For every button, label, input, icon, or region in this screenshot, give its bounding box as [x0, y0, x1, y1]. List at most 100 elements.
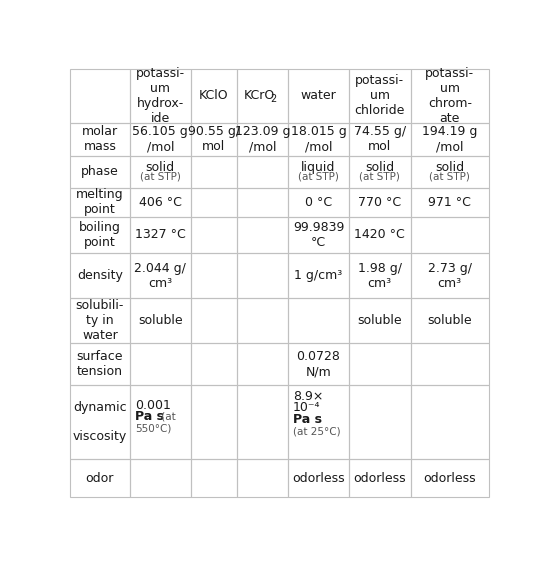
- Text: boiling
point: boiling point: [79, 221, 121, 249]
- Bar: [70, 386, 130, 459]
- Bar: [237, 298, 288, 343]
- Bar: [130, 123, 191, 156]
- Text: 550°C): 550°C): [135, 424, 171, 433]
- Text: potassi-
um
chloride: potassi- um chloride: [354, 74, 405, 117]
- Bar: [411, 188, 489, 217]
- Bar: [288, 69, 349, 123]
- Text: soluble: soluble: [138, 314, 183, 327]
- Text: solid: solid: [435, 161, 464, 174]
- Bar: [411, 298, 489, 343]
- Text: (at STP): (at STP): [359, 171, 400, 182]
- Bar: [349, 459, 411, 497]
- Bar: [349, 343, 411, 386]
- Text: 8.9×: 8.9×: [293, 389, 323, 403]
- Text: solid: solid: [365, 161, 394, 174]
- Bar: [288, 386, 349, 459]
- Text: (at STP): (at STP): [298, 171, 339, 182]
- Text: 2.044 g/
cm³: 2.044 g/ cm³: [135, 262, 186, 290]
- Text: potassi-
um
hydrox-
ide: potassi- um hydrox- ide: [136, 67, 185, 125]
- Text: soluble: soluble: [358, 314, 402, 327]
- Bar: [191, 188, 237, 217]
- Text: 18.015 g
/mol: 18.015 g /mol: [290, 125, 346, 153]
- Text: 2: 2: [270, 94, 277, 104]
- Bar: [237, 253, 288, 298]
- Text: 99.9839
°C: 99.9839 °C: [293, 221, 344, 249]
- Text: (at 25°C): (at 25°C): [293, 427, 341, 437]
- Bar: [288, 188, 349, 217]
- Bar: [288, 298, 349, 343]
- Text: 0.0728
N/m: 0.0728 N/m: [296, 350, 341, 378]
- Bar: [237, 343, 288, 386]
- Text: 1420 °C: 1420 °C: [354, 228, 405, 242]
- Bar: [130, 69, 191, 123]
- Bar: [70, 459, 130, 497]
- Bar: [70, 69, 130, 123]
- Bar: [191, 298, 237, 343]
- Bar: [191, 123, 237, 156]
- Text: 971 °C: 971 °C: [428, 196, 471, 209]
- Bar: [70, 156, 130, 188]
- Text: 1327 °C: 1327 °C: [135, 228, 186, 242]
- Bar: [70, 188, 130, 217]
- Text: 194.19 g
/mol: 194.19 g /mol: [422, 125, 477, 153]
- Text: 1 g/cm³: 1 g/cm³: [294, 269, 343, 282]
- Bar: [411, 123, 489, 156]
- Text: solid: solid: [146, 161, 175, 174]
- Text: (at STP): (at STP): [140, 171, 181, 182]
- Bar: [349, 188, 411, 217]
- Bar: [349, 253, 411, 298]
- Text: 123.09 g
/mol: 123.09 g /mol: [235, 125, 290, 153]
- Bar: [191, 69, 237, 123]
- Text: 406 °C: 406 °C: [139, 196, 182, 209]
- Bar: [411, 459, 489, 497]
- Bar: [349, 217, 411, 253]
- Bar: [237, 188, 288, 217]
- Bar: [70, 253, 130, 298]
- Bar: [191, 459, 237, 497]
- Text: potassi-
um
chrom-
ate: potassi- um chrom- ate: [425, 67, 474, 125]
- Bar: [70, 123, 130, 156]
- Bar: [237, 69, 288, 123]
- Bar: [411, 69, 489, 123]
- Text: 2.73 g/
cm³: 2.73 g/ cm³: [428, 262, 472, 290]
- Bar: [70, 343, 130, 386]
- Text: surface
tension: surface tension: [77, 350, 123, 378]
- Text: 1.98 g/
cm³: 1.98 g/ cm³: [358, 262, 402, 290]
- Bar: [288, 253, 349, 298]
- Bar: [349, 386, 411, 459]
- Text: melting
point: melting point: [76, 188, 124, 216]
- Bar: [349, 298, 411, 343]
- Text: molar
mass: molar mass: [82, 125, 118, 153]
- Bar: [237, 123, 288, 156]
- Bar: [288, 217, 349, 253]
- Bar: [411, 253, 489, 298]
- Bar: [288, 156, 349, 188]
- Bar: [191, 386, 237, 459]
- Text: soluble: soluble: [427, 314, 472, 327]
- Bar: [288, 123, 349, 156]
- Bar: [130, 343, 191, 386]
- Bar: [130, 298, 191, 343]
- Text: viscosity: viscosity: [73, 430, 127, 443]
- Bar: [130, 217, 191, 253]
- Bar: [130, 459, 191, 497]
- Text: density: density: [77, 269, 123, 282]
- Bar: [237, 217, 288, 253]
- Bar: [191, 343, 237, 386]
- Text: water: water: [301, 89, 336, 102]
- Bar: [288, 459, 349, 497]
- Text: KClO: KClO: [199, 89, 229, 102]
- Text: odorless: odorless: [423, 472, 476, 485]
- Text: Pa s: Pa s: [293, 413, 322, 426]
- Text: 90.55 g/
mol: 90.55 g/ mol: [188, 125, 240, 153]
- Text: Pa s: Pa s: [135, 410, 164, 423]
- Bar: [411, 156, 489, 188]
- Text: liquid: liquid: [301, 161, 336, 174]
- Bar: [191, 253, 237, 298]
- Bar: [130, 188, 191, 217]
- Text: phase: phase: [81, 165, 119, 178]
- Bar: [411, 217, 489, 253]
- Bar: [237, 156, 288, 188]
- Bar: [130, 386, 191, 459]
- Text: odorless: odorless: [292, 472, 345, 485]
